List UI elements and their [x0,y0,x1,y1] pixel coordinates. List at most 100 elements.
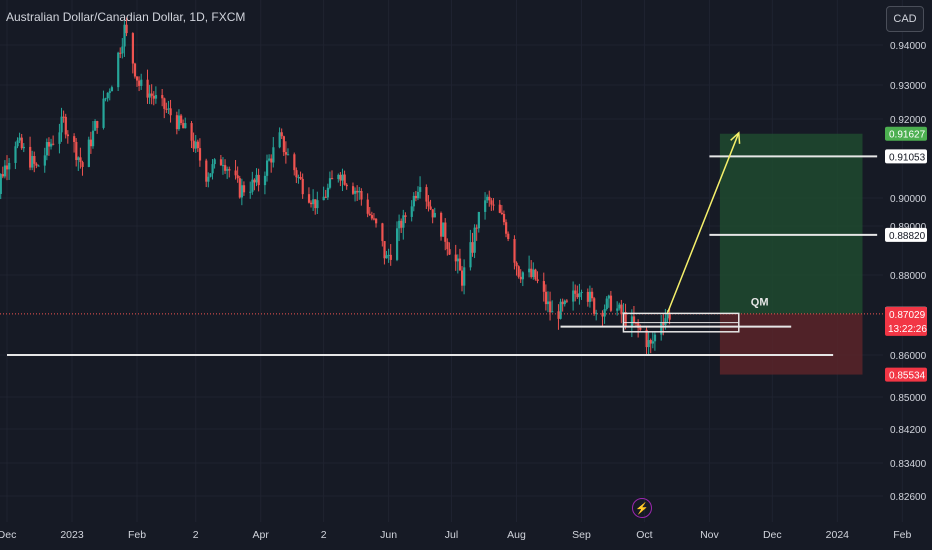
chart-title: Australian Dollar/Canadian Dollar, 1D, F… [6,10,246,24]
candle-body [50,143,53,147]
candle-body [73,136,76,142]
candle-body [177,115,181,130]
candle-body [429,206,432,210]
candle-body [242,185,246,193]
candles [0,17,671,356]
candle-body [169,108,172,116]
candle-body [209,173,212,177]
candle-body [456,258,460,262]
candle-body [205,160,208,182]
x-tick-label: Feb [893,529,911,541]
candle-body [398,220,401,229]
target-zone [719,133,863,314]
candle-body [236,175,239,179]
candle-body [316,200,319,209]
candle-body [603,309,606,317]
candle-body [387,254,390,256]
candle-body [253,179,256,183]
candle-body [572,290,575,302]
candle-body [257,174,260,186]
candle-body [662,322,665,325]
candle-body [345,184,348,187]
candle-body [519,276,522,280]
x-tick-label: Jul [445,529,458,541]
candle-body [360,190,363,200]
axes: 0.94000 0.93000 0.92000 0.90000 0.89000 0.880… [0,41,927,541]
candle-body [544,291,548,305]
candle-body [588,291,592,302]
candle-body [557,311,560,319]
candle-body [578,293,581,298]
candle-body [375,218,378,224]
candle-body [410,206,413,217]
candle-body [278,132,281,148]
candle-body [119,52,122,54]
candle-body [651,341,655,344]
currency-label: CAD [893,13,917,25]
candle-body [133,63,137,77]
candle-body [444,222,447,242]
candle-body [121,46,124,54]
candle-body [94,121,97,131]
candle-body [102,98,105,128]
candle-body [616,308,619,311]
candle-body [175,115,179,130]
candle-body [653,334,657,342]
candle-body [0,174,2,194]
candle-body [263,175,267,186]
candle-body [471,242,474,253]
candle-body [234,170,237,176]
candle-body [20,137,23,149]
candle-body [461,270,464,286]
candle-body [559,301,562,319]
candle-body [515,262,518,267]
candle-body [645,329,648,348]
y-tick-label: 0.89000 [890,222,927,233]
candle-body [131,33,135,64]
candle-body [226,169,229,171]
candle-body [402,215,405,228]
candle-body [192,140,195,149]
candle-body [238,178,241,198]
lightning-icon[interactable]: ⚡ [632,498,652,518]
candle-body [43,155,46,166]
candle-body [356,190,359,193]
candle-body [490,200,493,205]
price-badge [885,149,927,164]
candle-body [22,146,25,149]
candle-body [620,304,623,315]
candle-body [551,311,554,313]
candle-body [546,301,550,305]
candle-body [412,195,415,207]
candle-body [282,136,285,153]
candle-body [668,312,671,320]
candle-body [190,123,193,141]
candle-body [3,165,7,177]
candle-body [284,152,288,155]
candle-body [310,202,313,205]
candle-body [502,213,506,223]
candle-body [647,340,650,348]
candle-body [574,290,577,294]
candle-body [58,132,61,144]
candle-body [213,159,216,165]
x-tick-label: Apr [253,529,270,541]
candle-body [328,178,332,188]
candle-body [498,204,501,213]
candle-body [255,174,258,183]
candle-body [534,269,537,280]
candle-body [532,269,535,277]
x-tick-label: Sep [572,529,591,541]
candle-body [322,196,325,201]
candle-body [383,241,386,259]
candle-body [295,170,298,178]
candle-body [624,311,627,327]
candle-body [314,199,317,209]
candle-body [469,242,472,268]
candle-body [521,272,525,280]
currency-button[interactable]: CAD [886,6,924,32]
candle-body [446,241,449,250]
candle-body [389,254,392,260]
price-badge-text: 0.91053 [889,152,926,163]
